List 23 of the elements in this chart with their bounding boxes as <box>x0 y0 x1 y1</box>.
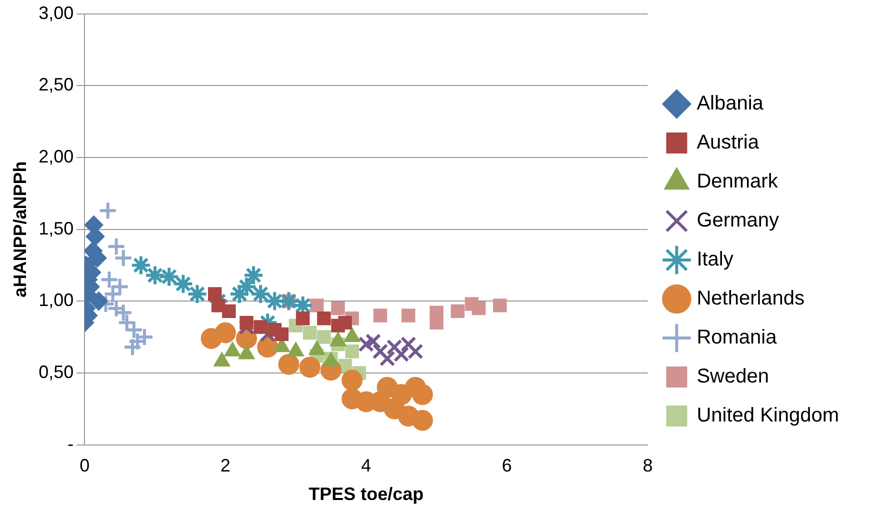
x-axis-title: TPES toe/cap <box>308 484 424 504</box>
legend-label: United Kingdom <box>696 404 840 427</box>
x-tick-label: 0 <box>80 456 90 476</box>
legend-label: Italy <box>696 248 734 271</box>
y-tick-label: 3,00 <box>38 2 74 23</box>
legend-label: Netherlands <box>696 288 805 310</box>
x-tick-label: 2 <box>220 456 230 476</box>
x-tick-label: 8 <box>642 456 653 476</box>
y-tick-label: - <box>68 434 74 454</box>
legend-label: Albania <box>696 92 764 115</box>
y-tick-label: 1,00 <box>38 290 74 310</box>
y-tick-label: 1,50 <box>38 218 74 238</box>
y-tick-label: 0,50 <box>38 362 74 382</box>
y-tick-label: 2,00 <box>38 146 74 166</box>
legend-label: Denmark <box>696 170 779 193</box>
legend-label: Sweden <box>696 366 769 388</box>
y-axis-title: aHANPP/aNPPh <box>10 161 30 298</box>
y-tick-label: 2,50 <box>38 74 74 95</box>
x-tick-label: 6 <box>502 456 512 476</box>
legend-label: Germany <box>696 210 779 232</box>
x-tick-label: 4 <box>361 456 372 476</box>
legend-label: Romania <box>696 326 778 349</box>
legend-label: Austria <box>696 132 760 154</box>
